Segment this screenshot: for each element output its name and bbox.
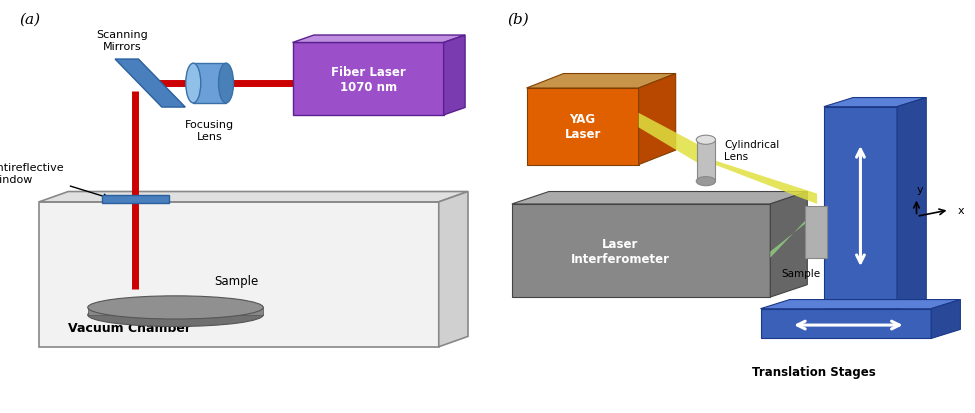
Ellipse shape bbox=[696, 177, 716, 186]
Text: Laser
Interferometer: Laser Interferometer bbox=[571, 237, 670, 265]
FancyBboxPatch shape bbox=[193, 64, 226, 104]
Ellipse shape bbox=[185, 64, 201, 104]
Polygon shape bbox=[444, 36, 465, 116]
Polygon shape bbox=[292, 43, 444, 116]
Ellipse shape bbox=[218, 64, 234, 104]
Polygon shape bbox=[292, 36, 465, 43]
Polygon shape bbox=[715, 161, 817, 204]
Polygon shape bbox=[526, 89, 639, 165]
Polygon shape bbox=[526, 74, 676, 89]
Text: (b): (b) bbox=[507, 12, 528, 26]
Polygon shape bbox=[39, 202, 439, 347]
Text: y: y bbox=[917, 184, 923, 194]
FancyBboxPatch shape bbox=[102, 196, 169, 203]
Polygon shape bbox=[931, 300, 960, 339]
Polygon shape bbox=[512, 204, 770, 297]
Polygon shape bbox=[115, 60, 185, 108]
Polygon shape bbox=[770, 209, 817, 258]
FancyBboxPatch shape bbox=[805, 206, 827, 258]
Polygon shape bbox=[639, 74, 676, 165]
Ellipse shape bbox=[88, 296, 263, 319]
Text: Translation Stages: Translation Stages bbox=[753, 366, 876, 378]
Polygon shape bbox=[39, 192, 468, 202]
Polygon shape bbox=[439, 192, 468, 347]
Text: Cylindrical
Lens: Cylindrical Lens bbox=[724, 140, 780, 161]
Text: (a): (a) bbox=[20, 12, 41, 26]
Text: YAG
Laser: YAG Laser bbox=[565, 113, 601, 141]
Polygon shape bbox=[88, 308, 263, 315]
Polygon shape bbox=[639, 114, 697, 163]
Text: Sample: Sample bbox=[781, 268, 820, 278]
Text: x: x bbox=[957, 205, 964, 215]
Polygon shape bbox=[824, 98, 926, 107]
Polygon shape bbox=[770, 192, 807, 297]
Text: Antireflective
window: Antireflective window bbox=[0, 163, 108, 199]
Polygon shape bbox=[512, 192, 807, 204]
Ellipse shape bbox=[696, 136, 716, 145]
Text: Focusing
Lens: Focusing Lens bbox=[185, 120, 234, 142]
Polygon shape bbox=[760, 300, 960, 309]
Text: Sample: Sample bbox=[214, 274, 258, 287]
Polygon shape bbox=[824, 107, 897, 310]
Text: Scanning
Mirrors: Scanning Mirrors bbox=[96, 30, 148, 52]
Text: Fiber Laser
1070 nm: Fiber Laser 1070 nm bbox=[331, 66, 406, 93]
Text: Vacuum Chamber: Vacuum Chamber bbox=[68, 322, 191, 335]
Ellipse shape bbox=[88, 304, 263, 327]
FancyBboxPatch shape bbox=[697, 140, 715, 182]
Polygon shape bbox=[760, 309, 931, 339]
Polygon shape bbox=[897, 98, 926, 310]
